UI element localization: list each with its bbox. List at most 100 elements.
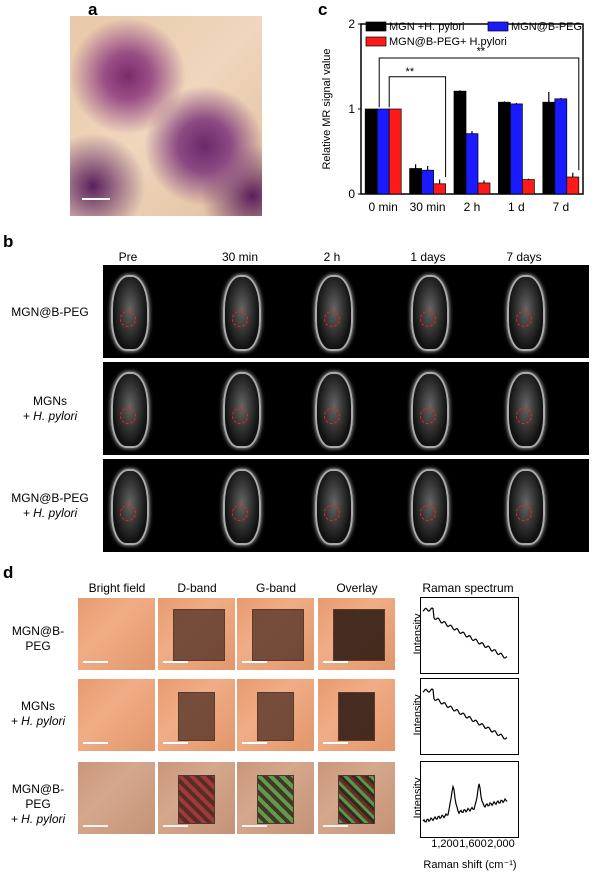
mri-row-label: MGN@B-PEG	[11, 305, 89, 319]
roi-circle	[324, 408, 340, 424]
scale-bar	[163, 661, 188, 663]
roi-circle	[420, 408, 436, 424]
roi-circle	[516, 311, 532, 327]
mri-column-header: 7 days	[506, 250, 542, 264]
bar-mgn-b-peg-h-pylori	[522, 179, 535, 195]
bar-mgn-b-peg-h-pylori	[433, 183, 446, 195]
roi-circle	[232, 505, 248, 521]
mapping-area	[333, 609, 385, 661]
significance-label: **	[406, 66, 415, 78]
y-tick-label: 1	[348, 102, 355, 116]
microscopy-image	[78, 679, 155, 751]
scale-bar	[323, 661, 348, 663]
column-header: Overlay	[336, 581, 378, 595]
microscopy-image	[318, 762, 395, 834]
raman-spectrum-plot	[420, 678, 519, 755]
column-header: Bright field	[88, 581, 146, 595]
x-tick-label: 1,200	[431, 838, 459, 850]
mri-image-row	[103, 459, 589, 552]
scale-bar	[242, 825, 267, 827]
mri-column-header: 1 days	[410, 250, 446, 264]
roi-circle	[420, 505, 436, 521]
roi-circle	[120, 311, 136, 327]
mapping-area	[178, 775, 215, 824]
bar-mgn-h-pylori	[453, 90, 467, 195]
roi-circle	[420, 311, 436, 327]
panel-label-a: a	[88, 0, 98, 19]
column-header: Raman spectrum	[422, 581, 514, 595]
mri-image-row	[103, 265, 589, 358]
microscopy-image	[78, 598, 155, 670]
legend-swatch	[365, 36, 387, 47]
bar-mgn-b-peg	[421, 169, 434, 195]
row-label: MGN@B-PEG + H. pylori	[10, 782, 66, 826]
x-tick-label: 2,000	[487, 838, 515, 850]
bar-mgn-b-peg-h-pylori	[388, 108, 402, 195]
significance-bracket	[388, 76, 447, 177]
mri-column-header: 2 h	[323, 250, 341, 264]
x-tick-label: 0 min	[369, 200, 398, 214]
bar-mgn-b-peg	[510, 103, 523, 195]
mapping-area	[338, 692, 375, 741]
panel-label-b: b	[3, 232, 14, 251]
bar-chart: 0 1 2 Relative MR signal value 0 min 30 min 2 …	[321, 17, 584, 214]
mri-column-header: 30 min	[221, 250, 259, 264]
roi-circle	[232, 408, 248, 424]
mapping-area	[173, 609, 225, 661]
y-axis-label: Relative MR signal value	[321, 48, 333, 169]
roi-circle	[324, 311, 340, 327]
scale-bar	[163, 825, 188, 827]
microscopy-image	[237, 679, 314, 751]
microscopy-image	[158, 598, 235, 670]
legend-entry: MGN +H. pylori	[389, 21, 465, 33]
histology-image	[70, 16, 262, 216]
bar-mgn-b-peg-h-pylori	[477, 182, 491, 195]
bar-mgn-b-peg	[554, 98, 568, 195]
scale-bar	[323, 825, 348, 827]
microscopy-image	[78, 762, 155, 834]
microscopy-image	[158, 679, 235, 751]
scale-bar	[83, 742, 108, 744]
scale-bar	[83, 661, 108, 663]
row-label: MGN@B-PEG	[11, 624, 65, 653]
microscopy-image	[158, 762, 235, 834]
bar-mgn-h-pylori	[409, 168, 422, 195]
mapping-area	[257, 692, 294, 741]
microscopy-image	[237, 598, 314, 670]
raman-spectrum-plot	[420, 597, 519, 674]
spectrum-line	[422, 783, 508, 823]
scale-bar	[163, 742, 188, 744]
roi-circle	[516, 505, 532, 521]
x-tick-label: 1 d	[508, 200, 525, 214]
mri-column-header: Pre	[118, 250, 138, 264]
spectrum-line	[422, 688, 508, 740]
significance-bracket	[378, 57, 580, 171]
x-tick-label: 1,600	[459, 838, 487, 850]
bar-mgn-b-peg-h-pylori	[566, 176, 580, 195]
y-tick-label: 0	[348, 187, 355, 201]
row-label: MGNs + H. pylori	[10, 699, 66, 728]
spectrum-line	[422, 607, 508, 659]
significance-label: **	[477, 46, 486, 58]
x-tick-label: 7 d	[552, 200, 569, 214]
legend-swatch	[365, 21, 387, 32]
scale-bar	[242, 742, 267, 744]
mouse-mri-scan	[411, 372, 449, 448]
x-tick-label: 30 min	[410, 200, 446, 214]
raman-spectrum-plot	[420, 761, 519, 838]
mapping-area	[338, 775, 375, 824]
bar-mgn-h-pylori	[364, 108, 378, 195]
legend-swatch	[487, 21, 509, 32]
roi-circle	[120, 505, 136, 521]
scale-bar	[323, 742, 348, 744]
scale-bar	[242, 661, 267, 663]
microscopy-image	[318, 598, 395, 670]
mapping-area	[252, 609, 304, 661]
mri-image-row	[103, 362, 589, 455]
microscopy-image	[237, 762, 314, 834]
panel-label-d: d	[3, 563, 14, 582]
legend-entry: MGN@B-PEG	[511, 21, 582, 33]
scale-bar	[83, 825, 108, 827]
mapping-area	[178, 692, 215, 741]
legend-entry: MGN@B-PEG+ H.pylori	[389, 36, 507, 48]
